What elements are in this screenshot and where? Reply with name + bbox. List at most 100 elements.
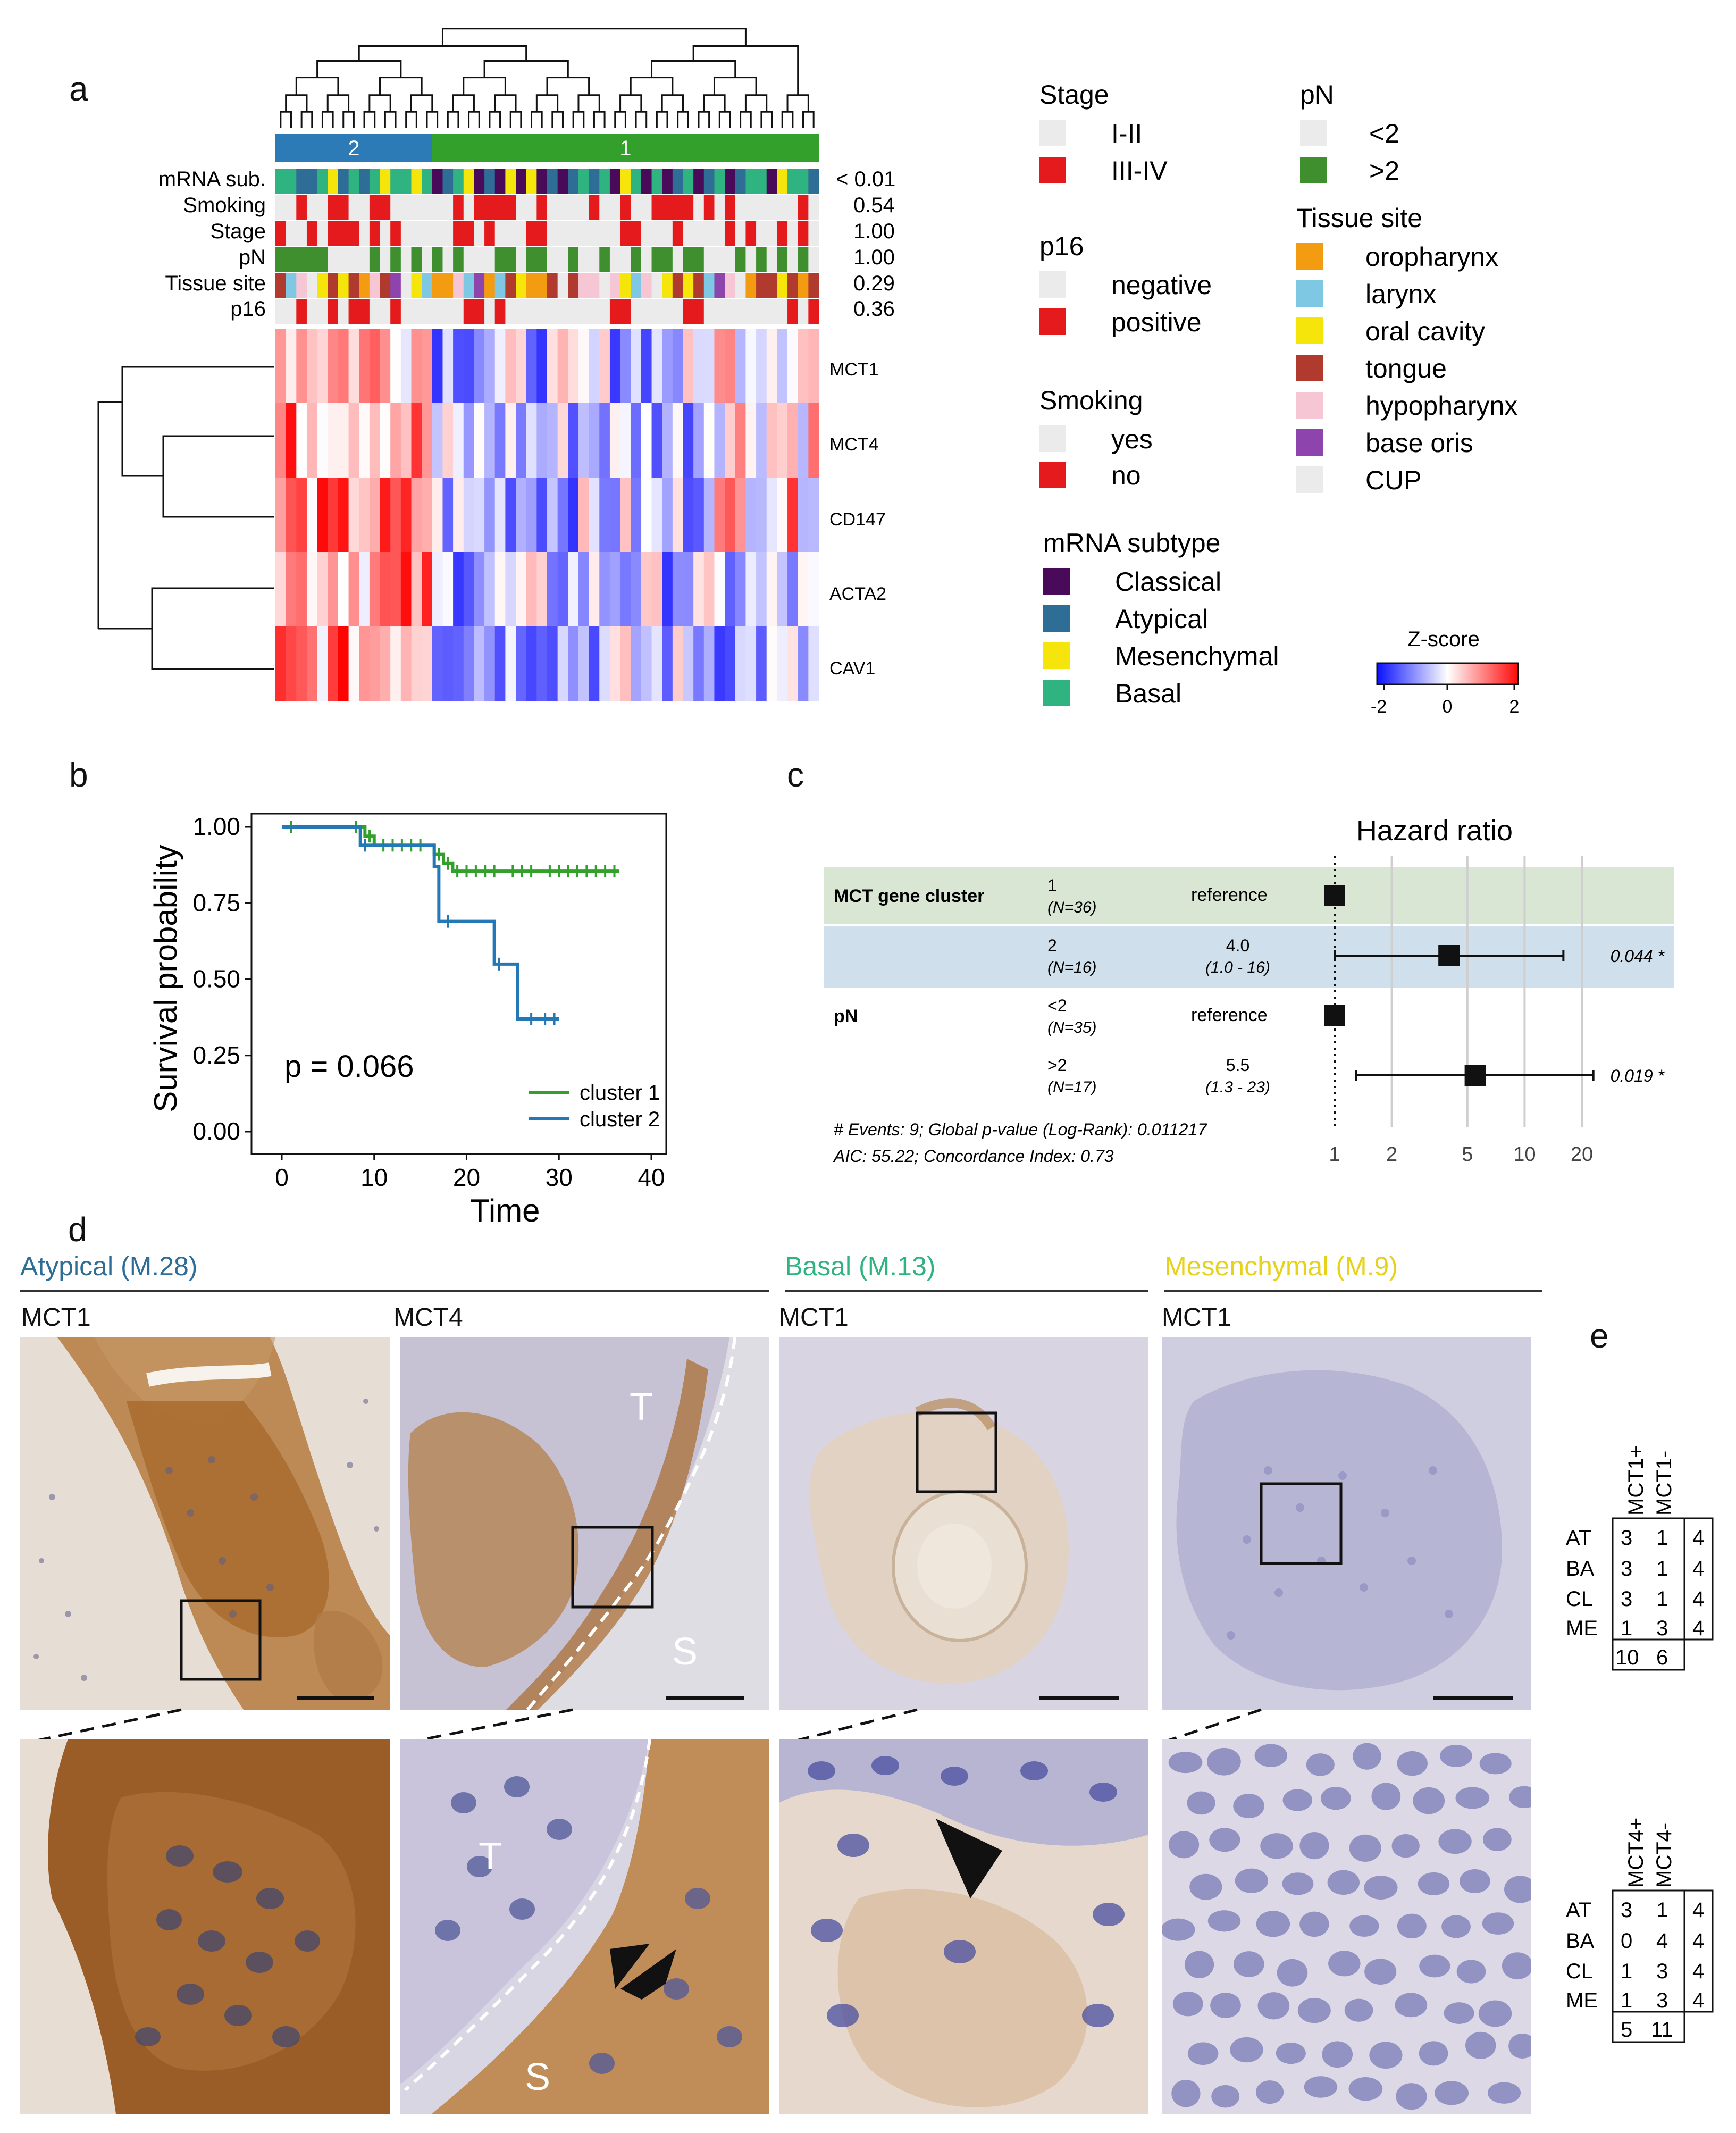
annotation-cell xyxy=(516,247,527,272)
annotation-cell xyxy=(286,169,297,194)
legend-item: CUP xyxy=(1365,465,1422,495)
table-cell: 3 xyxy=(1656,1617,1668,1640)
heatmap-cell xyxy=(808,403,819,478)
annotation-cell xyxy=(589,247,600,272)
dendrogram-branch xyxy=(781,111,794,128)
heatmap-cell xyxy=(474,478,485,552)
heatmap-cell xyxy=(620,552,631,626)
forest-hr: reference xyxy=(1191,885,1268,905)
annotation-cell xyxy=(735,195,746,220)
annotation-cell xyxy=(400,195,412,220)
annotation-cell xyxy=(662,221,673,246)
annotation-cell xyxy=(557,169,568,194)
heatmap-cell xyxy=(787,552,799,626)
heatmap-cell xyxy=(536,329,548,403)
annotation-cell xyxy=(536,195,548,220)
heatmap-cell xyxy=(348,403,359,478)
table-col-header: MCT1- xyxy=(1653,1451,1676,1516)
heatmap-cell xyxy=(683,478,694,552)
cell-nucleus xyxy=(1395,1993,1428,2018)
annotation-cell xyxy=(275,195,287,220)
annotation-cell xyxy=(526,169,537,194)
heatmap-cell xyxy=(714,478,725,552)
table-row-label: BA xyxy=(1566,1557,1595,1580)
annotation-cell xyxy=(777,221,788,246)
annotation-cell xyxy=(380,273,391,298)
cell-nucleus xyxy=(1459,1869,1490,1893)
heatmap-cell xyxy=(463,626,474,701)
cell-nucleus xyxy=(1235,1868,1268,1893)
legend-item: oral cavity xyxy=(1365,316,1485,346)
legend-swatch xyxy=(1296,466,1323,493)
annotation-cell xyxy=(317,221,328,246)
annotation-cell xyxy=(683,247,694,272)
forest-xtick-label: 5 xyxy=(1462,1143,1473,1166)
heatmap-cell xyxy=(338,329,349,403)
heatmap-cell xyxy=(683,329,694,403)
forest-point xyxy=(1324,885,1345,906)
annotation-cell xyxy=(317,247,328,272)
annotation-cell xyxy=(631,169,642,194)
km-xtick-label: 40 xyxy=(638,1164,665,1191)
heatmap-cell xyxy=(631,329,642,403)
annotation-cell xyxy=(442,299,454,324)
forest-xtick-label: 20 xyxy=(1571,1143,1593,1166)
legend-title-pn: pN xyxy=(1300,80,1334,110)
zscore-tick: -2 xyxy=(1371,697,1387,717)
annotation-cell xyxy=(505,195,516,220)
zoom-mct1-atypical xyxy=(20,1739,390,2114)
annotation-cell xyxy=(725,169,736,194)
heatmap-cell xyxy=(411,403,422,478)
legend-item: hypopharynx xyxy=(1365,391,1517,421)
heatmap-cell xyxy=(777,478,788,552)
heatmap-cell xyxy=(735,329,746,403)
annotation-cell xyxy=(599,221,610,246)
annotation-cell xyxy=(693,169,705,194)
dendrogram-branch xyxy=(635,111,648,128)
heatmap-cell xyxy=(526,403,537,478)
zscore-tick: 0 xyxy=(1443,697,1453,717)
table-cell: 1 xyxy=(1621,1989,1632,2012)
heatmap-cell xyxy=(798,478,809,552)
heatmap-cell xyxy=(798,329,809,403)
group-divider xyxy=(1164,1290,1542,1292)
cell-nucleus xyxy=(1230,2037,1263,2063)
annotation-cell xyxy=(578,299,590,324)
dendrogram-branch xyxy=(463,77,506,95)
cell-nucleus xyxy=(1419,1954,1450,1978)
annotation-cell xyxy=(808,299,819,324)
annotation-label: Stage xyxy=(210,220,266,243)
heatmap-cell xyxy=(651,552,662,626)
annotation-cell xyxy=(505,247,516,272)
annotation-cell xyxy=(306,221,318,246)
annotation-cell xyxy=(411,299,422,324)
heatmap-cell xyxy=(380,403,391,478)
dendrogram-branch xyxy=(285,94,308,112)
heatmap-cell xyxy=(568,478,579,552)
heatmap-cell xyxy=(536,478,548,552)
annotation-cell xyxy=(516,273,527,298)
annotation-cell xyxy=(620,169,631,194)
annotation-cell xyxy=(662,273,673,298)
annotation-cell xyxy=(672,195,683,220)
annotation-pvalue: 1.00 xyxy=(853,220,895,243)
annotation-cell xyxy=(380,221,391,246)
annotation-cell xyxy=(651,299,662,324)
heatmap-cell xyxy=(296,329,307,403)
km-xtick-label: 30 xyxy=(546,1164,573,1191)
heatmap-cell xyxy=(275,552,287,626)
annotation-cell xyxy=(735,221,746,246)
heatmap-cell xyxy=(275,626,287,701)
annotation-cell xyxy=(526,299,537,324)
cell-nucleus xyxy=(1210,1993,1241,2018)
table-cell: 3 xyxy=(1621,1526,1632,1550)
table-col-header: MCT4+ xyxy=(1624,1818,1648,1888)
annotation-cell xyxy=(526,273,537,298)
dendrogram-branch xyxy=(368,94,391,112)
annotation-cell xyxy=(557,195,568,220)
heatmap-cell xyxy=(505,626,516,701)
cell-nucleus xyxy=(1441,1915,1471,1938)
heatmap-cell xyxy=(306,478,318,552)
km-xlabel: Time xyxy=(470,1193,540,1228)
legend-swatch xyxy=(1296,280,1323,307)
